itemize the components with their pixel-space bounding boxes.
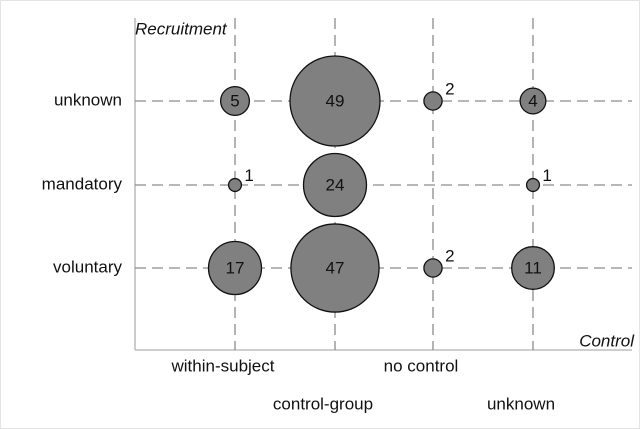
bubble bbox=[519, 87, 547, 115]
data-label: 1 bbox=[244, 166, 253, 185]
bubble bbox=[525, 177, 541, 193]
bubble bbox=[290, 223, 380, 313]
bubble bbox=[423, 258, 443, 278]
x-axis-title: Control bbox=[579, 331, 635, 350]
data-label: 5 bbox=[230, 91, 239, 110]
x-tick-label: within-subject bbox=[171, 356, 275, 375]
x-tick-label: no control bbox=[384, 356, 459, 375]
data-label: 2 bbox=[445, 79, 454, 98]
bubble bbox=[219, 85, 251, 117]
bubble bbox=[423, 91, 443, 111]
y-axis-title: Recruitment bbox=[135, 19, 228, 38]
bubble bbox=[207, 240, 263, 296]
data-label: 47 bbox=[326, 258, 345, 277]
bubble bbox=[302, 152, 368, 218]
y-tick-label: voluntary bbox=[53, 257, 122, 276]
x-tick-label: control-group bbox=[273, 394, 373, 413]
x-tick-label: unknown bbox=[487, 394, 555, 413]
data-label: 1 bbox=[542, 166, 551, 185]
y-tick-label: mandatory bbox=[42, 174, 123, 193]
data-label: 2 bbox=[445, 246, 454, 265]
bubble bbox=[511, 246, 555, 290]
data-label: 17 bbox=[226, 258, 245, 277]
data-label: 24 bbox=[326, 175, 345, 194]
data-label: 11 bbox=[524, 258, 542, 277]
y-tick-label: unknown bbox=[54, 90, 122, 109]
data-label: 49 bbox=[326, 91, 345, 110]
bubble bbox=[227, 177, 243, 193]
bubble bbox=[289, 55, 381, 147]
data-label: 4 bbox=[528, 91, 537, 110]
